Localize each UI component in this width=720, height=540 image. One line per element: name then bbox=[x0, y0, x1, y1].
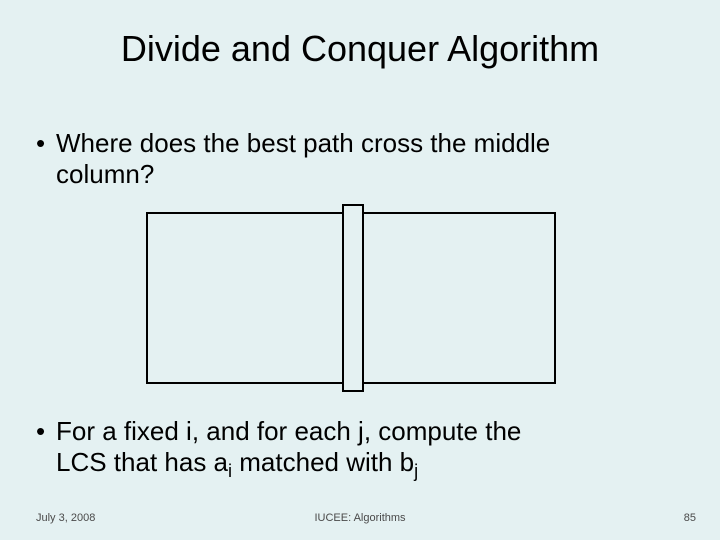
subscript-j: j bbox=[414, 461, 418, 481]
bullet-2: •For a fixed i, and for each j, compute … bbox=[36, 416, 684, 482]
bullet-1: •Where does the best path cross the midd… bbox=[36, 128, 684, 189]
diagram bbox=[146, 204, 556, 392]
bullet-1-line1: Where does the best path cross the middl… bbox=[56, 128, 550, 158]
bullet-1-line2: column? bbox=[36, 159, 684, 190]
bullet-2-part-b: matched with b bbox=[232, 447, 414, 477]
bullet-dot: • bbox=[36, 128, 56, 159]
bullet-2-line1: For a fixed i, and for each j, compute t… bbox=[56, 416, 521, 446]
footer-page-number: 85 bbox=[684, 512, 696, 524]
bullet-dot: • bbox=[36, 416, 56, 447]
footer: July 3, 2008 IUCEE: Algorithms 85 bbox=[0, 512, 720, 528]
middle-column-rectangle bbox=[342, 204, 364, 392]
footer-title: IUCEE: Algorithms bbox=[0, 512, 720, 524]
bullet-2-part-a: LCS that has a bbox=[56, 447, 228, 477]
bullet-2-line2: LCS that has ai matched with bj bbox=[36, 447, 684, 483]
slide-title: Divide and Conquer Algorithm bbox=[0, 28, 720, 70]
